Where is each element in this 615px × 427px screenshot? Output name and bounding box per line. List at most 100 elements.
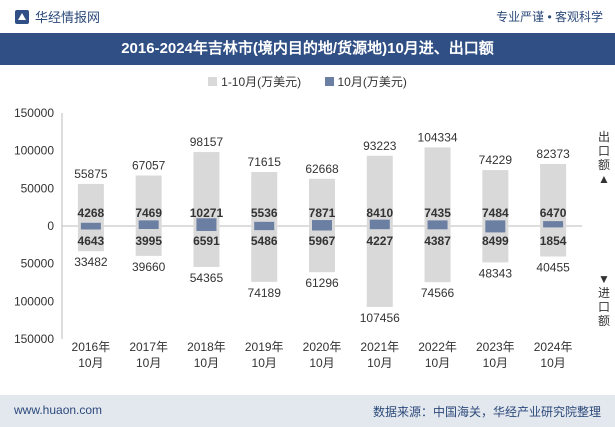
tagline: 专业严谨 • 客观科学 xyxy=(496,10,603,24)
bar-cumulative-import xyxy=(251,226,278,282)
bar-monthly-export xyxy=(80,222,101,226)
bar-monthly-export xyxy=(312,220,332,226)
bar-monthly-export xyxy=(369,219,390,226)
data-label-cumulative-import: 33482 xyxy=(74,255,108,269)
footer-source: 数据来源：中国海关，华经产业研究院整理 xyxy=(372,405,601,419)
top-bar: 华经情报网 专业严谨 • 客观科学 xyxy=(0,0,615,33)
import-side-label: ▼进口额 xyxy=(597,272,610,328)
x-tick-label: 2022年 10月 xyxy=(418,340,457,370)
bar-cumulative-import xyxy=(366,226,393,307)
bar-cumulative-export xyxy=(309,178,335,226)
data-label-monthly-export: 6470 xyxy=(540,206,567,220)
legend-item-monthly: 10月(万美元) xyxy=(324,73,407,90)
data-label-monthly-export: 4268 xyxy=(78,206,105,220)
data-label-monthly-import: 5967 xyxy=(309,234,336,248)
x-tick-label: 2018年 10月 xyxy=(187,340,226,370)
y-tick-label: 100000 xyxy=(14,294,54,308)
y-tick-label: 50000 xyxy=(21,257,55,271)
chart-title: 2016-2024年吉林市(境内目的地/货源地)10月进、出口额 xyxy=(0,33,615,65)
legend-swatch-monthly xyxy=(324,77,334,86)
data-label-monthly-export: 7871 xyxy=(309,206,336,220)
bar-monthly-import xyxy=(427,226,448,230)
data-label-monthly-import: 4227 xyxy=(366,234,393,248)
chart-area: 150000 100000 50000 0 50000 100000 150000 55875… xyxy=(14,106,582,370)
x-tick-label: 2019年 10月 xyxy=(245,340,284,370)
bar-monthly-import xyxy=(543,226,564,228)
bar-cumulative-import xyxy=(135,226,162,256)
data-label-monthly-export: 10271 xyxy=(190,206,224,220)
data-label-monthly-export: 7484 xyxy=(482,206,509,220)
bar-monthly-export xyxy=(543,221,564,226)
data-label-monthly-import: 1854 xyxy=(540,234,567,248)
legend: 1-10月(万美元) 10月(万美元) xyxy=(0,73,615,90)
brand-logo-icon xyxy=(15,9,29,24)
bar-monthly-export xyxy=(138,220,159,226)
data-label-cumulative-export: 55875 xyxy=(74,167,108,181)
bar-monthly-import xyxy=(485,226,506,233)
y-tick-label: 0 xyxy=(47,219,54,233)
x-tick-label: 2020年 10月 xyxy=(303,340,342,370)
bar-monthly-export xyxy=(485,220,506,226)
bar-cumulative-export xyxy=(366,155,393,226)
legend-label-cumulative: 1-10月(万美元) xyxy=(221,75,302,89)
data-label-monthly-export: 8410 xyxy=(366,206,393,220)
data-label-cumulative-import: 40455 xyxy=(536,260,570,274)
bar-cumulative-import xyxy=(309,226,335,273)
bar-monthly-export xyxy=(254,221,275,226)
bar-monthly-export xyxy=(427,220,448,226)
data-label-monthly-import: 3995 xyxy=(135,234,162,248)
data-label-monthly-import: 4643 xyxy=(78,234,105,248)
data-label-cumulative-export: 98157 xyxy=(190,135,224,149)
x-tick-label: 2016年 10月 xyxy=(72,340,111,370)
x-tick-label: 2021年 10月 xyxy=(360,340,399,370)
data-label-cumulative-import: 48343 xyxy=(479,266,513,280)
data-label-cumulative-export: 71615 xyxy=(248,155,282,169)
bar-monthly-import xyxy=(369,226,390,230)
data-label-cumulative-export: 93223 xyxy=(363,139,397,153)
bar-monthly-import xyxy=(312,226,332,231)
y-tick-label: 100000 xyxy=(14,144,54,158)
data-label-monthly-export: 5536 xyxy=(251,206,278,220)
y-tick-label: 150000 xyxy=(14,106,54,120)
x-tick-label: 2024年 10月 xyxy=(534,340,573,370)
x-tick-label: 2023年 10月 xyxy=(476,340,515,370)
bar-monthly-export xyxy=(196,218,217,226)
data-label-cumulative-import: 61296 xyxy=(305,276,339,290)
brand: 华经情报网 xyxy=(14,7,100,26)
legend-label-monthly: 10月(万美元) xyxy=(337,75,407,89)
data-label-monthly-export: 7469 xyxy=(135,206,162,220)
data-label-cumulative-export: 104334 xyxy=(418,130,458,144)
y-tick-label: 150000 xyxy=(14,332,54,346)
data-label-cumulative-export: 62668 xyxy=(305,162,339,176)
bar-cumulative-export xyxy=(482,170,509,226)
footer-website: www.huaon.com xyxy=(14,403,103,417)
data-label-cumulative-export: 74229 xyxy=(479,153,513,167)
x-tick-label: 2017年 10月 xyxy=(129,340,168,370)
data-label-cumulative-export: 82373 xyxy=(536,147,570,161)
data-label-cumulative-export: 67057 xyxy=(132,158,166,172)
data-label-monthly-import: 5486 xyxy=(251,234,278,248)
bar-monthly-import xyxy=(138,226,159,230)
legend-swatch-cumulative xyxy=(208,77,218,86)
bar-monthly-import xyxy=(254,226,275,231)
brand-name: 华经情报网 xyxy=(35,10,101,25)
data-label-cumulative-import: 54365 xyxy=(190,271,224,285)
bar-monthly-import xyxy=(80,226,101,230)
bar-cumulative-import xyxy=(193,226,220,267)
data-label-cumulative-import: 74566 xyxy=(421,286,455,300)
data-label-cumulative-import: 74189 xyxy=(248,286,282,300)
bar-cumulative-export xyxy=(540,163,567,226)
bar-cumulative-export xyxy=(193,152,220,226)
data-label-cumulative-import: 107456 xyxy=(360,311,400,325)
legend-item-cumulative: 1-10月(万美元) xyxy=(208,73,301,90)
export-side-label: 出口额▲ xyxy=(597,130,610,186)
bar-cumulative-export xyxy=(77,183,104,226)
y-tick-label: 50000 xyxy=(21,181,55,195)
bar-cumulative-export xyxy=(251,172,278,226)
data-label-monthly-export: 7435 xyxy=(424,206,451,220)
bar-monthly-import xyxy=(196,226,217,231)
bar-cumulative-import xyxy=(77,226,104,252)
bar-cumulative-import xyxy=(424,226,451,283)
data-label-cumulative-import: 39660 xyxy=(132,260,166,274)
bar-cumulative-export xyxy=(424,147,451,226)
